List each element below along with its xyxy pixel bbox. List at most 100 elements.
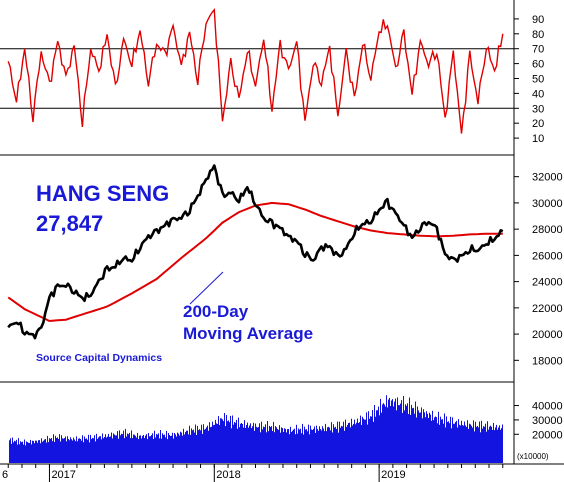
- volume-bar: [278, 429, 279, 463]
- volume-bar: [152, 433, 153, 463]
- volume-bar: [422, 418, 423, 463]
- y-tick-label: 10: [532, 133, 544, 145]
- volume-bar: [74, 439, 75, 463]
- volume-bar: [405, 404, 406, 463]
- volume-bar: [90, 434, 91, 463]
- volume-bar: [306, 429, 307, 463]
- volume-bar: [146, 434, 147, 463]
- volume-bar: [35, 440, 36, 463]
- volume-bar: [240, 423, 241, 463]
- volume-bar: [18, 438, 19, 463]
- volume-bar: [158, 433, 159, 463]
- volume-bar: [279, 425, 280, 463]
- volume-bar: [47, 435, 48, 463]
- volume-bar: [324, 431, 325, 463]
- volume-bar: [358, 423, 359, 463]
- volume-bar: [295, 434, 296, 463]
- volume-bar: [153, 439, 154, 463]
- volume-bar: [421, 407, 422, 463]
- y-tick-label: 20000: [532, 329, 563, 341]
- volume-bar: [288, 429, 289, 463]
- volume-bar: [20, 441, 21, 463]
- volume-bar: [196, 435, 197, 463]
- volume-bar: [359, 422, 360, 463]
- volume-bar: [151, 435, 152, 463]
- volume-bar: [242, 424, 243, 463]
- volume-bar: [155, 437, 156, 463]
- volume-bar: [213, 425, 214, 463]
- volume-bar: [52, 441, 53, 463]
- last-value-label: 27,847: [36, 211, 103, 236]
- volume-bar: [444, 413, 445, 463]
- y-tick-label: 22000: [532, 303, 563, 315]
- volume-bar: [194, 432, 195, 463]
- volume-bar: [300, 428, 301, 463]
- volume-bar: [41, 438, 42, 463]
- volume-bar: [68, 439, 69, 463]
- volume-bar: [346, 426, 347, 463]
- volume-bar: [49, 438, 50, 463]
- volume-bar: [436, 417, 437, 463]
- volume-bar: [477, 425, 478, 463]
- volume-bar: [502, 424, 503, 463]
- volume-bar: [352, 425, 353, 463]
- volume-bar: [156, 434, 157, 463]
- volume-bar: [72, 440, 73, 463]
- volume-bar: [257, 427, 258, 463]
- volume-bar: [316, 425, 317, 463]
- volume-bar: [168, 433, 169, 463]
- volume-bar: [198, 430, 199, 463]
- volume-bar: [486, 431, 487, 463]
- volume-bar: [27, 442, 28, 463]
- volume-bar: [376, 410, 377, 463]
- volume-bar: [255, 423, 256, 463]
- volume-bar: [450, 416, 451, 463]
- volume-bar: [381, 412, 382, 463]
- volume-bar: [438, 411, 439, 463]
- volume-bar: [323, 428, 324, 463]
- volume-bar: [17, 444, 18, 463]
- x-tick-label: 6: [2, 469, 8, 481]
- volume-bar: [469, 423, 470, 463]
- volume-bar: [482, 428, 483, 463]
- volume-bar: [293, 429, 294, 463]
- volume-bar: [367, 424, 368, 463]
- volume-bar: [305, 429, 306, 463]
- volume-bar: [377, 410, 378, 463]
- volume-bar: [416, 417, 417, 463]
- volume-bar: [500, 429, 501, 463]
- volume-bar: [380, 398, 381, 463]
- volume-bar: [177, 432, 178, 463]
- volume-bar: [287, 429, 288, 463]
- volume-bar: [220, 418, 221, 463]
- volume-bar: [63, 438, 64, 463]
- oscillator-y-axis: 10 20 30 40 50 60 70 80 90: [514, 14, 544, 145]
- volume-bar: [48, 442, 49, 463]
- volume-bar: [176, 436, 177, 463]
- volume-bar: [28, 442, 29, 463]
- volume-bar: [25, 445, 26, 463]
- volume-bar: [142, 435, 143, 463]
- volume-bar: [256, 426, 257, 463]
- volume-bar: [207, 425, 208, 463]
- volume-bar: [204, 429, 205, 463]
- volume-bar: [64, 438, 65, 463]
- volume-bar: [283, 432, 284, 463]
- volume-bar: [460, 425, 461, 463]
- volume-bar: [175, 434, 176, 463]
- volume-bar: [442, 419, 443, 463]
- y-tick-label: 40: [532, 88, 544, 100]
- volume-bar: [402, 412, 403, 463]
- volume-bar: [455, 422, 456, 463]
- volume-bar: [311, 429, 312, 463]
- y-tick-label: 18000: [532, 355, 563, 367]
- x-axis: 6 2017 2018 2019: [2, 464, 504, 482]
- volume-bar: [454, 423, 455, 463]
- volume-bar: [395, 398, 396, 463]
- volume-bar: [463, 425, 464, 463]
- volume-bar: [234, 422, 235, 463]
- volume-bar: [216, 423, 217, 463]
- volume-bar: [478, 427, 479, 463]
- volume-bar: [372, 410, 373, 463]
- volume-bar: [187, 430, 188, 463]
